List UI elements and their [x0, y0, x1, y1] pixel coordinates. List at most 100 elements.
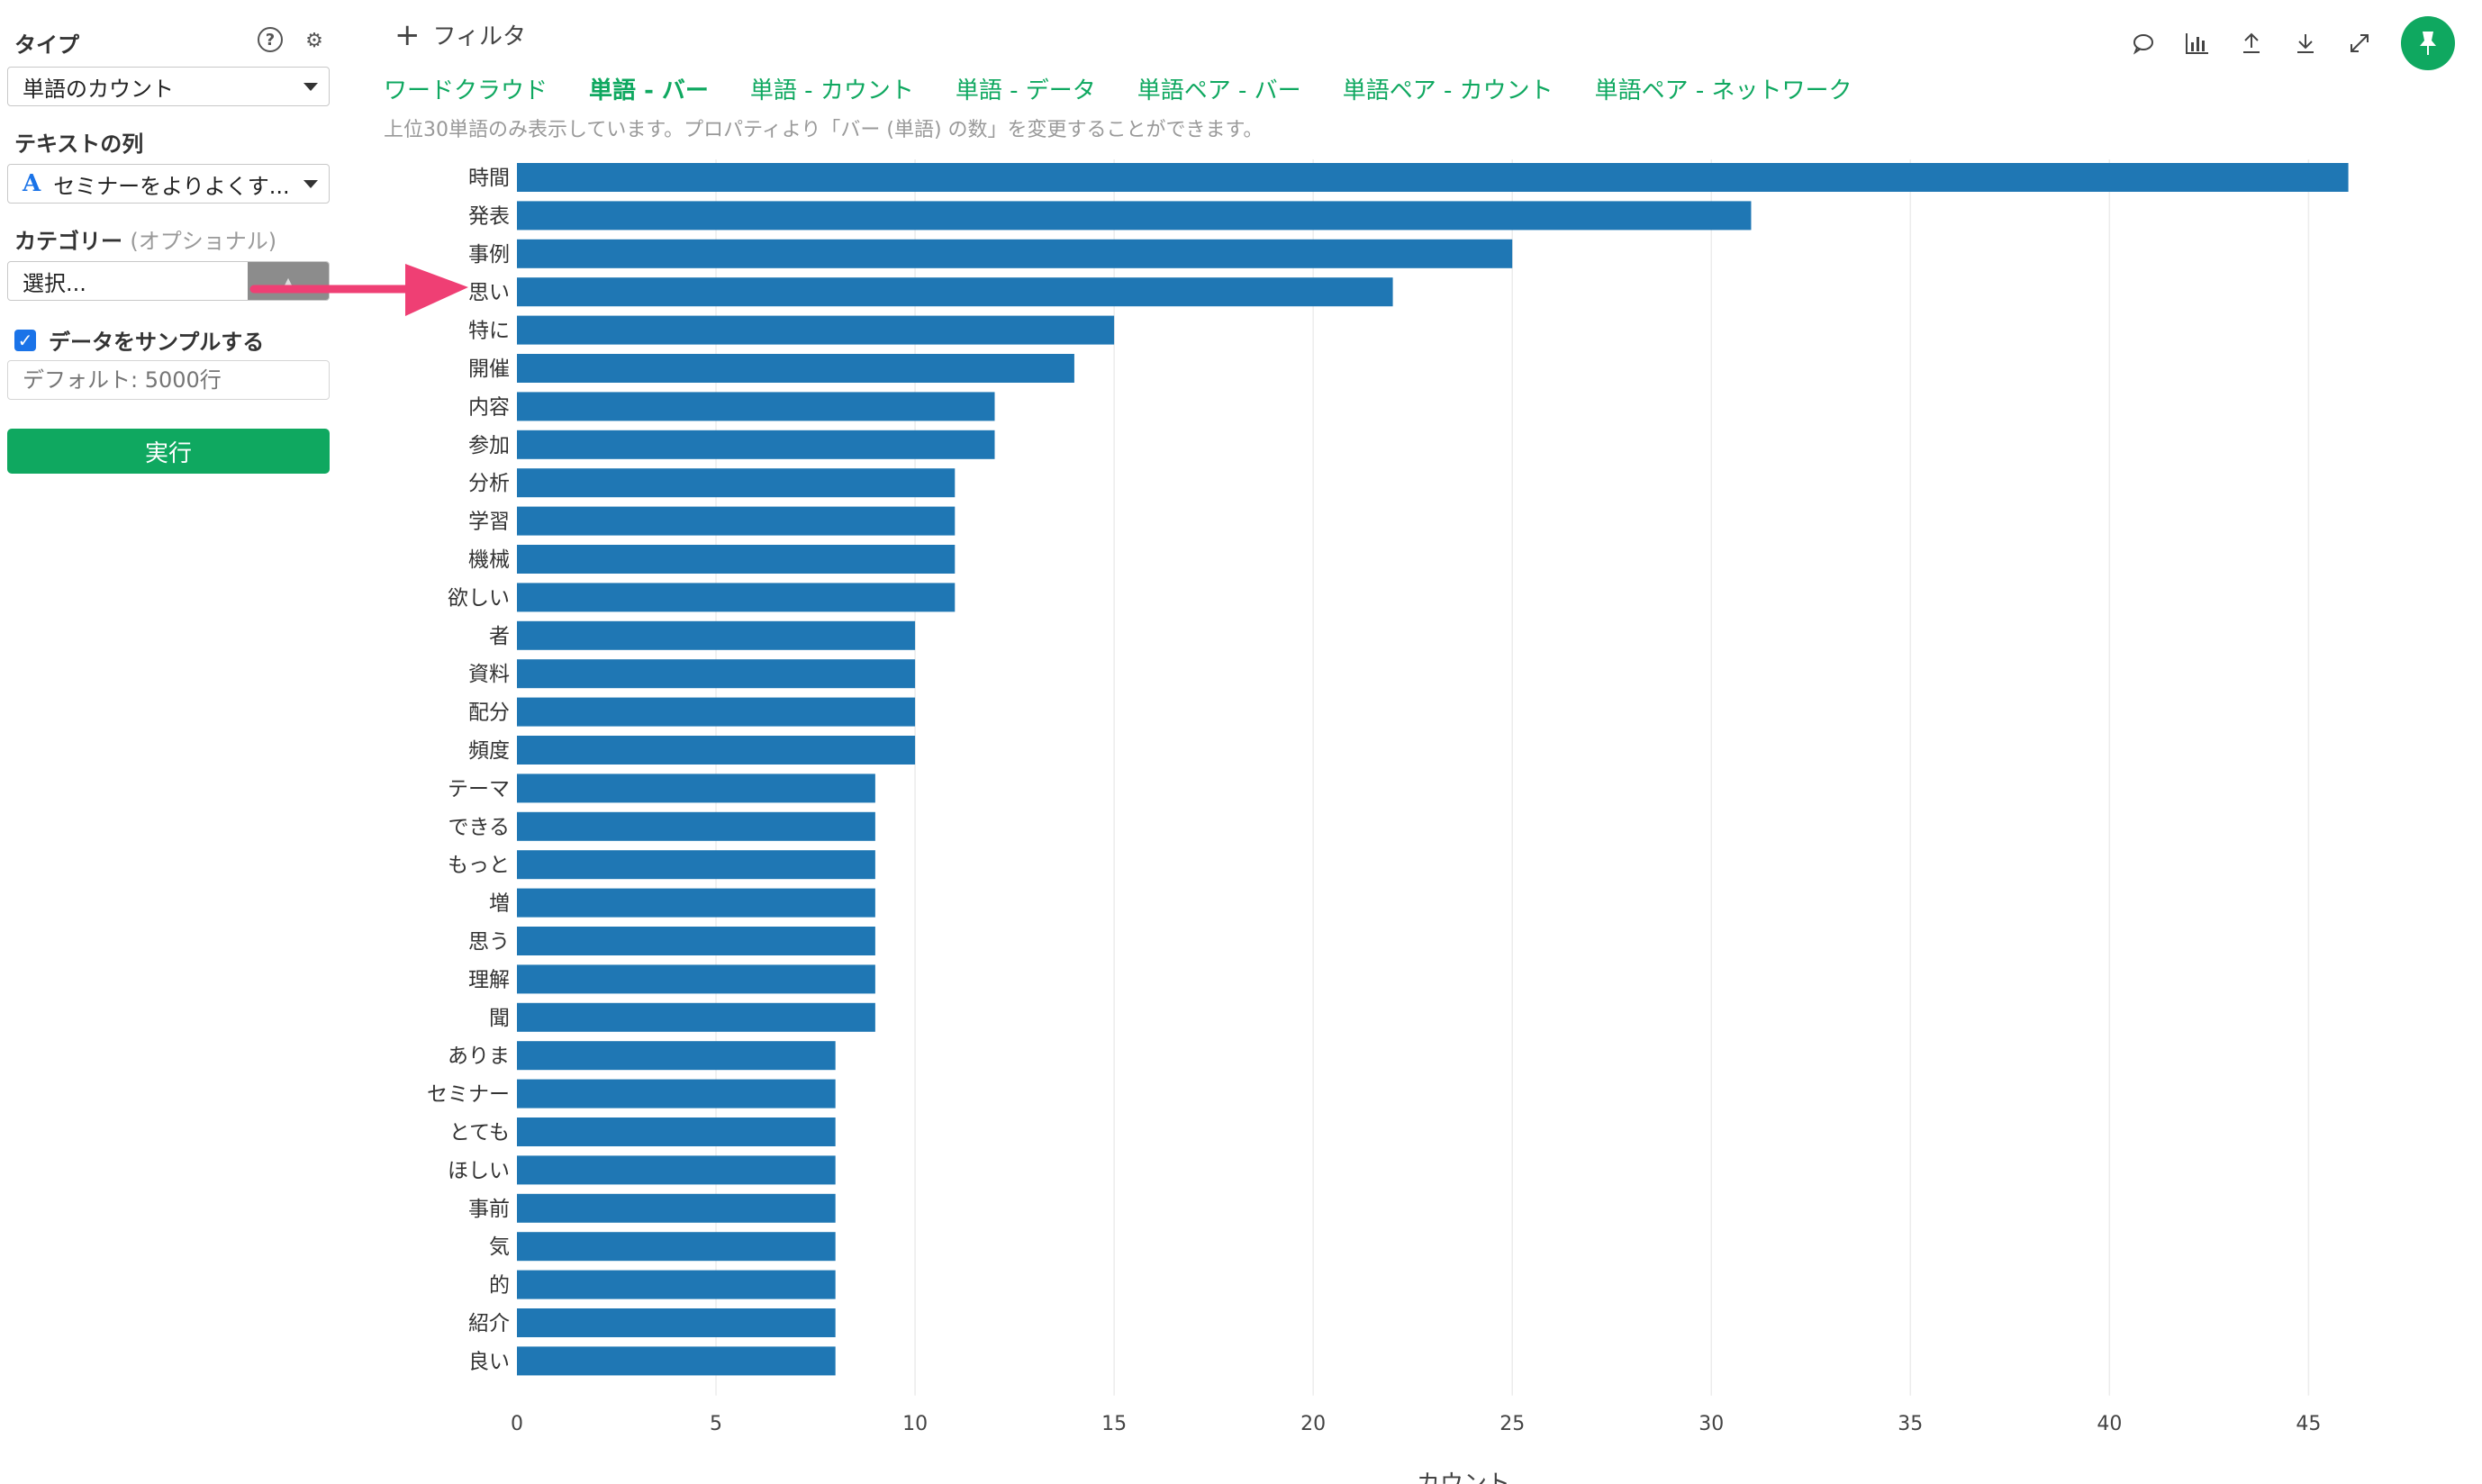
sample-checkbox-row[interactable]: ✓ データをサンプルする: [14, 324, 264, 356]
y-category-label: 内容: [468, 395, 510, 419]
tab-word-cloud[interactable]: ワードクラウド: [384, 77, 548, 104]
text-column-select[interactable]: A セミナーをよりよくす...: [7, 164, 330, 204]
category-dropdown-button[interactable]: ▴: [248, 262, 329, 300]
bar[interactable]: [517, 1041, 836, 1071]
bar[interactable]: [517, 620, 916, 650]
annotation-arrow: [249, 264, 468, 316]
pin-icon[interactable]: [2401, 16, 2455, 70]
y-category-label: 分析: [468, 472, 510, 495]
expand-icon[interactable]: [2342, 25, 2378, 61]
tab-pair-count[interactable]: 単語ペア - カウント: [1342, 77, 1554, 104]
y-category-label: とても: [449, 1121, 510, 1145]
y-category-label: 配分: [468, 701, 510, 725]
x-tick-label: 15: [1101, 1413, 1127, 1435]
bar[interactable]: [517, 392, 995, 421]
x-tick-label: 0: [511, 1413, 523, 1435]
y-category-label: 増: [489, 892, 510, 916]
add-filter-button[interactable]: + フィルタ: [394, 18, 526, 51]
y-category-label: 者: [489, 625, 510, 648]
bar[interactable]: [517, 1079, 836, 1108]
bar[interactable]: [517, 659, 916, 689]
text-column-label: テキストの列: [14, 131, 144, 157]
bar[interactable]: [517, 1232, 836, 1262]
bar[interactable]: [517, 430, 995, 459]
type-label: タイプ: [14, 32, 79, 58]
x-tick-label: 45: [2296, 1413, 2321, 1435]
plus-icon: +: [394, 16, 421, 53]
tab-word-bar[interactable]: 単語 - バー: [589, 77, 709, 104]
bar[interactable]: [517, 811, 875, 841]
y-category-label: 開催: [468, 357, 510, 381]
y-category-label: 事前: [468, 1198, 510, 1221]
tab-bar: ワードクラウド 単語 - バー 単語 - カウント 単語 - データ 単語ペア …: [384, 72, 1894, 105]
y-category-label: 理解: [468, 968, 510, 991]
category-label-text: カテゴリー: [14, 229, 122, 254]
toolbar: [2107, 16, 2455, 70]
y-category-label: 参加: [468, 434, 510, 457]
bar[interactable]: [517, 736, 916, 765]
help-icon[interactable]: ?: [258, 27, 283, 52]
y-category-label: 気: [489, 1235, 510, 1259]
download-icon[interactable]: [2287, 25, 2323, 61]
text-column-value: セミナーをよりよくす...: [53, 173, 290, 199]
y-category-label: セミナー: [427, 1083, 510, 1107]
bar[interactable]: [517, 1002, 875, 1032]
x-tick-label: 35: [1898, 1413, 1923, 1435]
gear-icon[interactable]: ⚙: [305, 29, 323, 52]
type-select[interactable]: 単語のカウント: [7, 67, 330, 106]
x-tick-label: 30: [1698, 1413, 1724, 1435]
bar[interactable]: [517, 888, 875, 918]
bar[interactable]: [517, 850, 875, 880]
caret-down-icon: [303, 179, 318, 188]
check-icon[interactable]: ✓: [14, 329, 36, 351]
y-category-label: 特に: [468, 320, 510, 343]
caret-down-icon: [303, 82, 318, 91]
tab-pair-network[interactable]: 単語ペア - ネットワーク: [1594, 77, 1852, 104]
bar[interactable]: [517, 163, 2349, 192]
bar[interactable]: [517, 545, 956, 574]
bar[interactable]: [517, 1118, 836, 1146]
y-category-label: できる: [448, 816, 510, 839]
bar[interactable]: [517, 1270, 836, 1299]
y-category-label: 事例: [468, 243, 510, 267]
bar[interactable]: [517, 1346, 836, 1376]
bar[interactable]: [517, 354, 1074, 383]
y-category-label: ありま: [448, 1045, 510, 1068]
y-category-label: 機械: [468, 548, 510, 572]
bar[interactable]: [517, 927, 875, 955]
bar[interactable]: [517, 239, 1513, 268]
hint-text: 上位30単語のみ表示しています。プロパティより「バー (単語) の数」を変更する…: [384, 119, 1264, 141]
y-category-label: 的: [489, 1274, 510, 1298]
y-category-label: 聞: [489, 1007, 510, 1030]
chart-icon[interactable]: [2179, 25, 2215, 61]
y-category-label: 学習: [468, 511, 510, 534]
bar[interactable]: [517, 964, 875, 994]
bar[interactable]: [517, 774, 875, 803]
tab-word-data[interactable]: 単語 - データ: [955, 77, 1096, 104]
bar[interactable]: [517, 468, 956, 498]
category-select[interactable]: 選択... ▴: [7, 261, 330, 301]
bar[interactable]: [517, 583, 956, 612]
bar[interactable]: [517, 1308, 836, 1337]
y-category-label: 思い: [468, 281, 510, 304]
bar[interactable]: [517, 201, 1752, 231]
upload-icon[interactable]: [2233, 25, 2269, 61]
comment-icon[interactable]: [2125, 25, 2161, 61]
bar[interactable]: [517, 277, 1393, 307]
sample-size-input[interactable]: [7, 360, 330, 400]
bar[interactable]: [517, 315, 1115, 345]
y-category-label: 思う: [468, 930, 510, 954]
tab-pair-bar[interactable]: 単語ペア - バー: [1137, 77, 1301, 104]
bar[interactable]: [517, 1193, 836, 1223]
category-placeholder: 選択...: [23, 270, 86, 296]
y-category-label: 発表: [468, 204, 510, 228]
bar[interactable]: [517, 506, 956, 536]
bar[interactable]: [517, 1155, 836, 1185]
y-category-label: 時間: [468, 167, 510, 190]
bar[interactable]: [517, 697, 916, 727]
tab-word-count[interactable]: 単語 - カウント: [749, 77, 914, 104]
y-category-label: テーマ: [448, 777, 510, 801]
filter-label: フィルタ: [432, 23, 526, 50]
run-button[interactable]: 実行: [7, 429, 330, 474]
